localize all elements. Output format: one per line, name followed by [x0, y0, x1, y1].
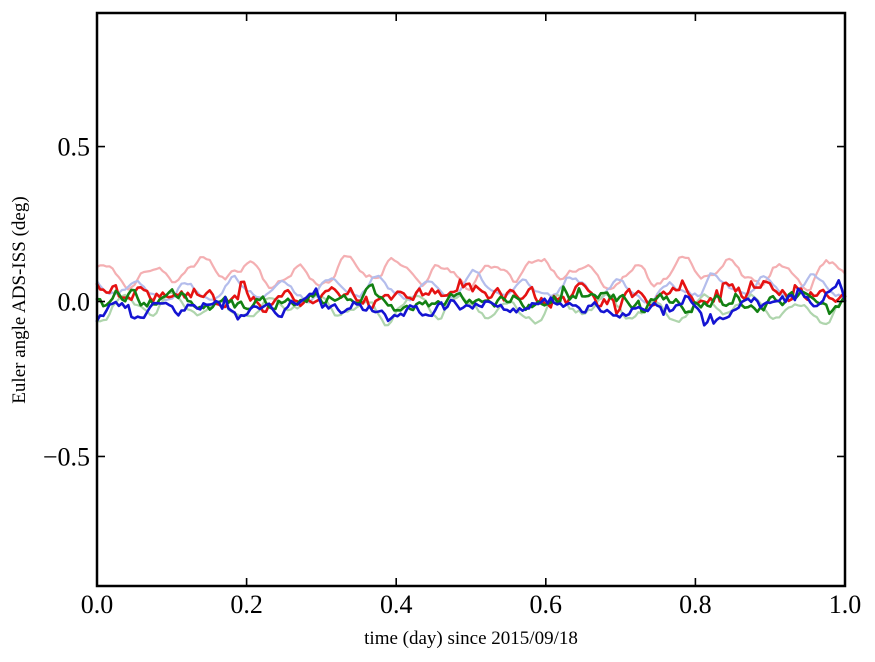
x-tick-label: 1.0 [829, 590, 862, 619]
y-tick-label: 0.0 [58, 288, 91, 317]
x-axis-label: time (day) since 2015/09/18 [364, 628, 578, 649]
y-tick-label: 0.5 [58, 133, 91, 162]
x-tick-label: 0.8 [679, 590, 712, 619]
x-tick-label: 0.0 [81, 590, 114, 619]
series-blue [95, 278, 847, 327]
series-green [95, 283, 847, 316]
series-pale-blue [95, 268, 847, 305]
x-tick-label: 0.6 [530, 590, 563, 619]
x-tick-label: 0.4 [380, 590, 413, 619]
y-axis-label: Euler angle ADS-ISS (deg) [9, 196, 30, 404]
y-tick-label: −0.5 [43, 442, 90, 471]
axes-frame [95, 11, 847, 588]
x-tick-label: 0.2 [230, 590, 263, 619]
